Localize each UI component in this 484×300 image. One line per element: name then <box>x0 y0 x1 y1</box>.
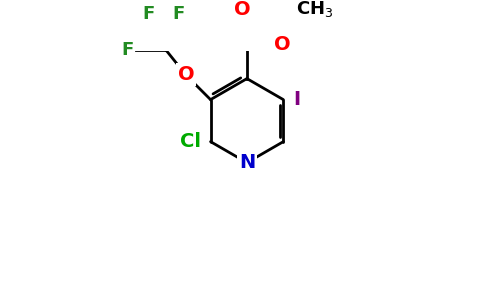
Text: O: O <box>178 65 194 84</box>
Text: F: F <box>121 41 134 59</box>
Text: I: I <box>293 90 301 109</box>
Text: CH$_3$: CH$_3$ <box>296 0 334 19</box>
Text: O: O <box>274 34 291 53</box>
Text: Cl: Cl <box>180 132 201 151</box>
Text: N: N <box>239 153 255 172</box>
Text: F: F <box>172 5 184 23</box>
Text: O: O <box>234 0 250 19</box>
Text: F: F <box>143 5 155 23</box>
